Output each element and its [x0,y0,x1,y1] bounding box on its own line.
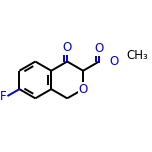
Text: O: O [63,41,72,54]
Text: F: F [0,90,6,103]
Text: O: O [94,42,104,55]
Text: O: O [79,83,88,96]
Text: CH₃: CH₃ [126,49,148,62]
Text: O: O [109,55,118,68]
